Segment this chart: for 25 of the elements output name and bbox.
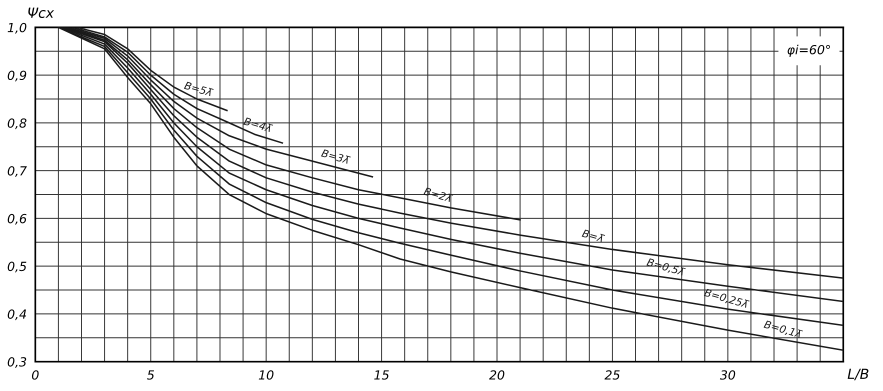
- y-tick-label: 0,4: [8, 309, 26, 320]
- x-tick-label: 15: [374, 370, 389, 380]
- x-tick-label: 20: [489, 370, 504, 380]
- x-axis-title: L/B: [848, 368, 868, 380]
- y-tick-label: 0,9: [8, 70, 26, 82]
- text: B=λ̄: [582, 228, 606, 243]
- y-tick-label: 0,5: [8, 262, 26, 272]
- text: B=3λ̄: [320, 148, 351, 164]
- annotation: φi=60°: [788, 44, 830, 57]
- y-tick-label: 0,6: [8, 214, 26, 225]
- x-tick-label: 5: [147, 370, 154, 380]
- text: B=0,1λ̄: [763, 320, 804, 340]
- y-tick-label: 0,7: [8, 166, 27, 177]
- text: B=0,5λ̄: [646, 258, 686, 278]
- y-tick-label: 1,0: [8, 22, 26, 34]
- x-tick-label: 10: [258, 370, 274, 380]
- y-tick-label: 0,3: [8, 357, 26, 368]
- x-tick-label: 30: [720, 370, 736, 380]
- text: B=5λ̄: [184, 81, 214, 97]
- x-tick-label: 0: [32, 370, 39, 380]
- y-tick-label: 0,8: [8, 118, 26, 130]
- text: B=4λ̄: [243, 116, 274, 132]
- x-tick-label: 25: [604, 370, 620, 380]
- y-axis-title: Ψcx: [28, 8, 54, 18]
- text: B=2λ̄: [423, 186, 454, 202]
